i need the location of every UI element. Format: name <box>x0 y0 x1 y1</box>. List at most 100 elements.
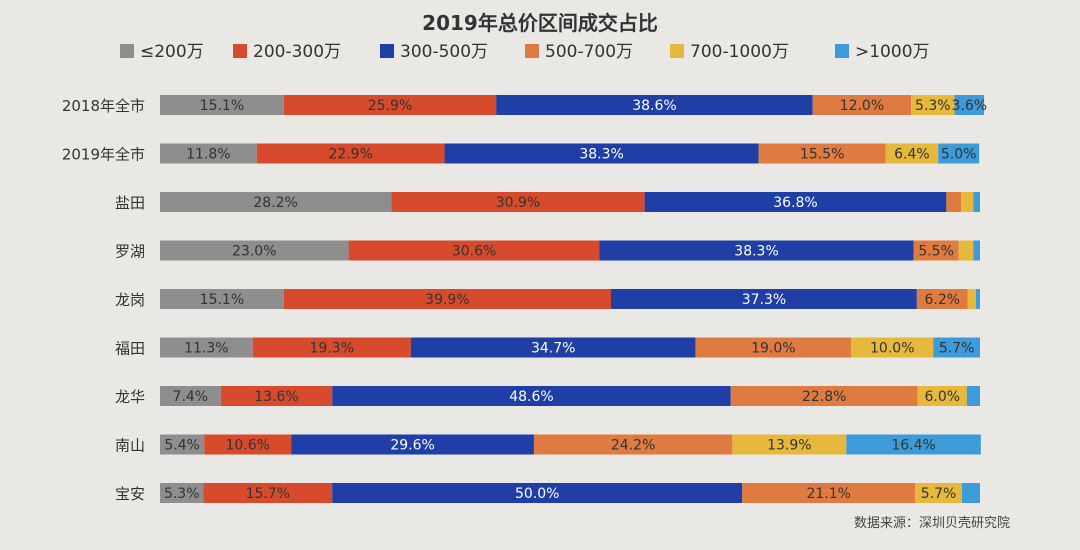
bar-segment <box>599 240 914 261</box>
bar-segment <box>160 337 253 358</box>
bar-segment <box>973 192 980 212</box>
category-label: 龙华 <box>115 388 145 406</box>
data-label: 22.8% <box>802 389 846 405</box>
data-label: 5.3% <box>915 98 951 114</box>
bar-segment <box>730 386 918 406</box>
bar-segment <box>911 95 955 115</box>
data-label: 6.4% <box>894 147 930 163</box>
bar-segment <box>913 240 959 261</box>
bar-segment <box>332 483 743 503</box>
data-label: 5.4% <box>164 438 200 454</box>
bar-segment <box>916 289 968 309</box>
bar-segment <box>958 240 974 261</box>
data-label: 39.9% <box>425 292 469 308</box>
data-label: 24.2% <box>611 438 655 454</box>
bar-segment <box>885 143 939 164</box>
bar-segment <box>283 95 497 115</box>
bar-segment <box>961 483 980 503</box>
data-label: 15.1% <box>200 98 244 114</box>
bar-segment <box>954 95 985 115</box>
bar-segment <box>348 240 600 261</box>
legend-label: ≤200万 <box>140 42 204 62</box>
bar-segment <box>917 386 967 406</box>
bar-segment <box>742 483 916 503</box>
category-label: 宝安 <box>115 485 145 503</box>
data-label: 13.6% <box>254 389 298 405</box>
data-label: 5.3% <box>164 486 200 502</box>
legend-swatch <box>233 44 247 58</box>
legend-label: 700-1000万 <box>690 42 789 62</box>
bar-segment <box>933 337 980 358</box>
bar-segment <box>160 289 284 309</box>
category-label: 福田 <box>115 340 145 358</box>
bar-segment <box>160 434 205 455</box>
data-label: 16.4% <box>891 438 935 454</box>
data-label: 11.3% <box>184 341 228 357</box>
data-label: 15.7% <box>246 486 290 502</box>
bar-segment <box>160 240 349 261</box>
data-label: 19.3% <box>310 341 354 357</box>
bar-segment <box>812 95 912 115</box>
bar-segment <box>160 192 392 212</box>
category-label: 盐田 <box>115 194 145 212</box>
bar-segment <box>846 434 981 455</box>
bar-segment <box>533 434 733 455</box>
bar-segment <box>252 337 411 358</box>
bar-segment <box>160 386 221 406</box>
bar-segment <box>410 337 696 358</box>
legend-swatch <box>380 44 394 58</box>
bar-segment <box>160 483 204 503</box>
data-label: 5.7% <box>921 486 957 502</box>
data-label: 13.9% <box>767 438 811 454</box>
bar-segment <box>332 386 731 406</box>
bar-segment <box>204 434 292 455</box>
data-label: 21.1% <box>806 486 850 502</box>
source-note: 数据来源：深圳贝壳研究院 <box>854 516 1010 531</box>
data-label: 50.0% <box>515 486 559 502</box>
category-label: 2018年全市 <box>62 97 145 115</box>
bar-segment <box>975 289 980 309</box>
data-label: 29.6% <box>390 438 434 454</box>
bar-segment <box>851 337 934 358</box>
data-label: 3.6% <box>952 98 988 114</box>
bar-segment <box>967 289 976 309</box>
legend-label: 500-700万 <box>545 42 633 62</box>
bar-segment <box>291 434 534 455</box>
data-label: 30.9% <box>496 195 540 211</box>
bar-segment <box>391 192 645 212</box>
legend-label: 200-300万 <box>253 42 341 62</box>
data-label: 48.6% <box>509 389 553 405</box>
legend-swatch <box>525 44 539 58</box>
category-label: 南山 <box>115 437 145 455</box>
data-label: 25.9% <box>368 98 412 114</box>
bar-segment <box>973 240 980 261</box>
data-label: 38.3% <box>579 147 623 163</box>
data-label: 15.1% <box>200 292 244 308</box>
data-label: 19.0% <box>751 341 795 357</box>
bar-segment <box>444 143 759 164</box>
bar-segment <box>695 337 852 358</box>
category-label: 2019年全市 <box>62 146 145 164</box>
data-label: 6.2% <box>924 292 960 308</box>
bar-segment <box>160 95 284 115</box>
data-label: 5.5% <box>918 244 954 260</box>
data-label: 5.0% <box>941 147 977 163</box>
bars: 2018年全市 15.1% 25.9% 38.6% 12.0% 5.3% 3.6%2019年… <box>62 95 987 503</box>
data-label: 38.3% <box>734 244 778 260</box>
data-label: 5.7% <box>939 341 975 357</box>
legend-label: >1000万 <box>855 42 930 62</box>
data-label: 12.0% <box>840 98 884 114</box>
legend: ≤200万 200-300万 300-500万 500-700万 700-1000万 >1… <box>120 42 930 62</box>
bar-segment <box>644 192 947 212</box>
legend-swatch <box>835 44 849 58</box>
bar-segment <box>915 483 962 503</box>
legend-label: 300-500万 <box>400 42 488 62</box>
bar-segment <box>966 386 980 406</box>
bar-segment <box>961 192 974 212</box>
data-label: 22.9% <box>328 147 372 163</box>
bar-segment <box>203 483 333 503</box>
data-label: 6.0% <box>924 389 960 405</box>
category-label: 龙岗 <box>115 291 145 309</box>
data-label: 11.8% <box>186 147 230 163</box>
